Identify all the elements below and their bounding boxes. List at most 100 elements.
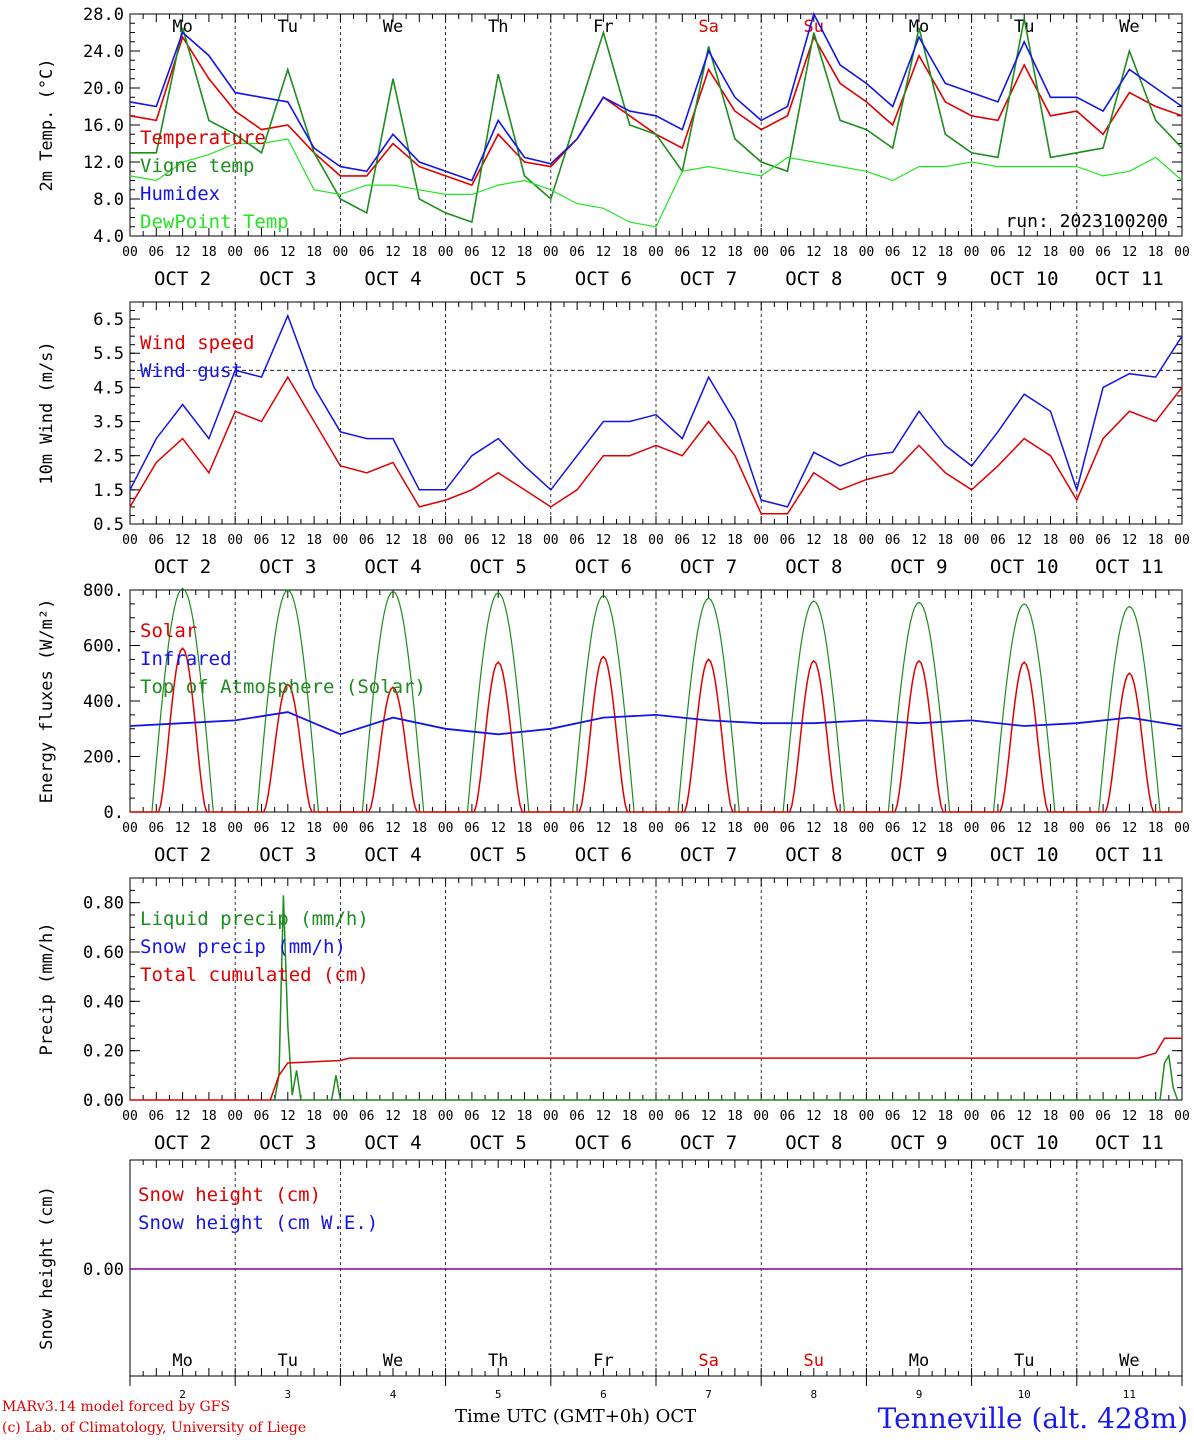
hour-tick-label: 00 — [333, 533, 349, 548]
date-label: OCT 9 — [890, 556, 947, 578]
hour-tick-label: 12 — [280, 1109, 296, 1124]
hour-tick-label: 00 — [438, 1109, 454, 1124]
weekday-label-bottom: We — [1119, 1351, 1139, 1371]
legend-snow-precip-mm-h-: Snow precip (mm/h) — [140, 936, 346, 958]
date-label: OCT 2 — [154, 268, 211, 290]
hour-tick-label: 06 — [148, 533, 164, 548]
hour-tick-label: 12 — [490, 245, 506, 260]
hour-tick-label: 00 — [1069, 245, 1085, 260]
y-tick-label: 3.5 — [93, 413, 124, 433]
legend-humidex: Humidex — [140, 183, 220, 205]
y-tick-label: 0.00 — [83, 1260, 124, 1280]
legend-wind-gust: Wind gust — [140, 360, 243, 382]
date-label: OCT 8 — [785, 1132, 842, 1154]
date-label: OCT 7 — [680, 1132, 737, 1154]
day-number: 4 — [390, 1388, 397, 1401]
panel-1: 4.0 8.0 12.0 16.0 20.0 24.0 28.0 2m Temp. (°C) 0… — [37, 5, 1190, 290]
hour-tick-label: 12 — [701, 245, 717, 260]
hour-tick-label: 06 — [569, 245, 585, 260]
hour-tick-label: 06 — [464, 533, 480, 548]
y-tick-label: 0.60 — [83, 943, 124, 963]
y-tick-label: 5.5 — [93, 344, 124, 364]
hour-tick-label: 00 — [333, 1109, 349, 1124]
date-label: OCT 9 — [890, 1132, 947, 1154]
date-label: OCT 3 — [259, 844, 316, 866]
date-label: OCT 5 — [470, 268, 527, 290]
y-axis-label: Energy fluxes (W/m²) — [37, 599, 57, 804]
hour-tick-label: 06 — [990, 821, 1006, 836]
hour-tick-label: 06 — [359, 533, 375, 548]
y-tick-label: 20.0 — [83, 79, 124, 99]
date-label: OCT 6 — [575, 1132, 632, 1154]
date-label: OCT 11 — [1095, 844, 1164, 866]
weekday-label-top: Sa — [698, 17, 718, 37]
legend-temperature: Temperature — [140, 127, 266, 149]
hour-tick-label: 00 — [859, 533, 875, 548]
hour-tick-label: 00 — [1174, 1109, 1190, 1124]
x-axis-title: Time UTC (GMT+0h) OCT — [455, 1406, 696, 1427]
date-label: OCT 2 — [154, 844, 211, 866]
hour-tick-label: 18 — [517, 533, 533, 548]
hour-tick-label: 18 — [201, 533, 217, 548]
weekday-label-top: We — [383, 17, 403, 37]
hour-tick-label: 06 — [254, 1109, 270, 1124]
date-label: OCT 10 — [990, 1132, 1059, 1154]
weekday-label-top: Mo — [909, 17, 929, 37]
hour-tick-label: 18 — [832, 1109, 848, 1124]
hour-tick-label: 12 — [911, 1109, 927, 1124]
hour-tick-label: 06 — [254, 533, 270, 548]
hour-tick-label: 06 — [148, 245, 164, 260]
y-tick-label: 800. — [83, 581, 124, 601]
legend-vigne-temp: Vigne temp — [140, 155, 254, 177]
date-label: OCT 11 — [1095, 1132, 1164, 1154]
hour-tick-label: 06 — [674, 245, 690, 260]
hour-tick-label: 00 — [543, 245, 559, 260]
hour-tick-label: 18 — [411, 1109, 427, 1124]
hour-tick-label: 06 — [148, 821, 164, 836]
hour-tick-label: 18 — [306, 1109, 322, 1124]
hour-tick-label: 00 — [964, 533, 980, 548]
hour-tick-label: 12 — [806, 1109, 822, 1124]
hour-tick-label: 18 — [937, 821, 953, 836]
hour-tick-label: 18 — [727, 533, 743, 548]
hour-tick-label: 18 — [1148, 533, 1164, 548]
hour-tick-label: 00 — [122, 533, 138, 548]
hour-tick-label: 18 — [832, 821, 848, 836]
series-total-cumulated-cm- — [130, 1037, 1182, 1101]
y-tick-label: 0.5 — [93, 515, 124, 535]
hour-tick-label: 06 — [359, 245, 375, 260]
legend-snow-height-cm-: Snow height (cm) — [138, 1184, 321, 1206]
date-label: OCT 11 — [1095, 556, 1164, 578]
hour-tick-label: 00 — [753, 821, 769, 836]
hour-tick-label: 18 — [201, 821, 217, 836]
series-humidex — [129, 11, 1183, 182]
weekday-label-top: Fr — [593, 17, 613, 37]
hour-tick-label: 06 — [674, 1109, 690, 1124]
date-label: OCT 8 — [785, 844, 842, 866]
weekday-label-top: We — [1119, 17, 1139, 37]
hour-tick-label: 12 — [1016, 1109, 1032, 1124]
hour-tick-label: 00 — [648, 533, 664, 548]
date-label: OCT 4 — [364, 844, 421, 866]
run-annotation: run: 2023100200 — [1005, 211, 1168, 232]
weekday-label-bottom: Sa — [698, 1351, 718, 1371]
weekday-label-bottom: Tu — [278, 1351, 298, 1371]
date-label: OCT 3 — [259, 268, 316, 290]
date-label: OCT 5 — [470, 844, 527, 866]
hour-tick-label: 00 — [227, 1109, 243, 1124]
hour-tick-label: 00 — [964, 821, 980, 836]
hour-tick-label: 18 — [1043, 533, 1059, 548]
hour-tick-label: 18 — [517, 245, 533, 260]
hour-tick-label: 12 — [385, 1109, 401, 1124]
date-label: OCT 6 — [575, 556, 632, 578]
hour-tick-label: 18 — [1148, 1109, 1164, 1124]
hour-tick-label: 06 — [674, 821, 690, 836]
day-number: 10 — [1018, 1388, 1031, 1401]
hour-tick-label: 18 — [411, 245, 427, 260]
hour-tick-label: 06 — [885, 821, 901, 836]
y-axis-label: Snow height (cm) — [37, 1186, 57, 1350]
hour-tick-label: 00 — [964, 1109, 980, 1124]
legend-dewpoint-temp: DewPoint Temp — [140, 211, 289, 233]
hour-tick-label: 18 — [937, 245, 953, 260]
